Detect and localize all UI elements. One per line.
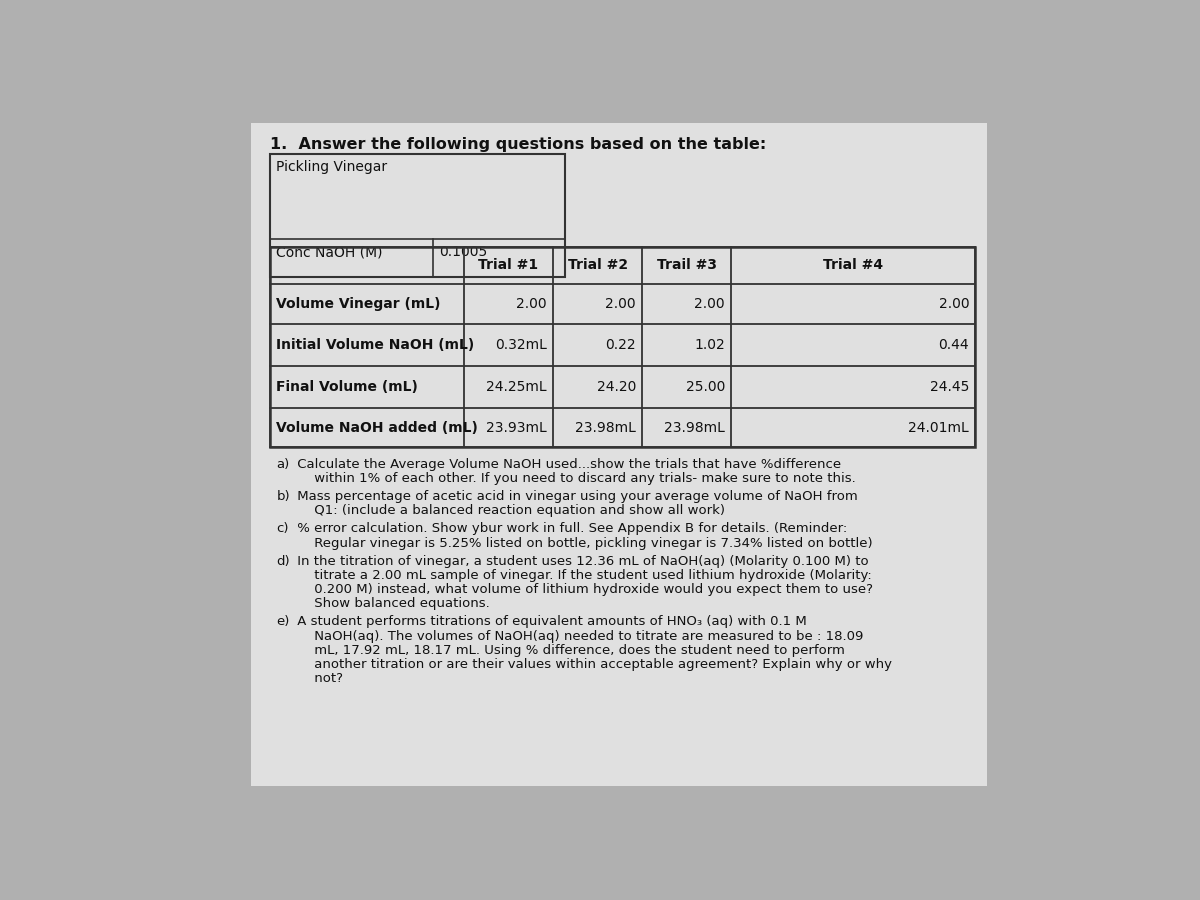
Text: e): e) xyxy=(276,616,289,628)
Text: 1.  Answer the following questions based on the table:: 1. Answer the following questions based … xyxy=(270,138,767,152)
Text: Volume NaOH added (mL): Volume NaOH added (mL) xyxy=(276,420,478,435)
Text: % error calculation. Show ybur work in full. See Appendix B for details. (Remind: % error calculation. Show ybur work in f… xyxy=(293,522,847,536)
Text: Initial Volume NaOH (mL): Initial Volume NaOH (mL) xyxy=(276,338,474,352)
Text: 23.98mL: 23.98mL xyxy=(664,420,725,435)
Text: not?: not? xyxy=(293,672,343,686)
Text: 24.25mL: 24.25mL xyxy=(486,380,547,394)
Text: 2.00: 2.00 xyxy=(605,297,636,310)
Text: 24.20: 24.20 xyxy=(596,380,636,394)
Text: Show balanced equations.: Show balanced equations. xyxy=(293,598,490,610)
Text: 0.1005: 0.1005 xyxy=(439,245,487,259)
Text: b): b) xyxy=(276,490,290,503)
Text: a): a) xyxy=(276,457,289,471)
Text: Trial #1: Trial #1 xyxy=(479,258,539,272)
Text: A student performs titrations of equivalent amounts of HNO₃ (aq) with 0.1 M: A student performs titrations of equival… xyxy=(293,616,808,628)
Text: Conc NaOH (M): Conc NaOH (M) xyxy=(276,245,383,259)
Text: 25.00: 25.00 xyxy=(685,380,725,394)
Text: another titration or are their values within acceptable agreement? Explain why o: another titration or are their values wi… xyxy=(293,658,893,671)
Text: 0.44: 0.44 xyxy=(938,338,970,352)
Text: 24.45: 24.45 xyxy=(930,380,970,394)
Text: NaOH(aq). The volumes of NaOH(aq) needed to titrate are measured to be : 18.09: NaOH(aq). The volumes of NaOH(aq) needed… xyxy=(293,630,864,643)
Text: Trial #2: Trial #2 xyxy=(568,258,628,272)
Text: Final Volume (mL): Final Volume (mL) xyxy=(276,380,419,394)
Text: 24.01mL: 24.01mL xyxy=(908,420,970,435)
Text: 0.32mL: 0.32mL xyxy=(494,338,547,352)
Text: 0.22: 0.22 xyxy=(605,338,636,352)
Text: 23.98mL: 23.98mL xyxy=(575,420,636,435)
Bar xyxy=(270,154,565,277)
Bar xyxy=(251,123,986,786)
Text: titrate a 2.00 mL sample of vinegar. If the student used lithium hydroxide (Mola: titrate a 2.00 mL sample of vinegar. If … xyxy=(293,569,872,581)
Text: Regular vinegar is 5.25% listed on bottle, pickling vinegar is 7.34% listed on b: Regular vinegar is 5.25% listed on bottl… xyxy=(293,536,874,550)
Text: 2.00: 2.00 xyxy=(695,297,725,310)
Text: Trial #4: Trial #4 xyxy=(823,258,883,272)
Text: Mass percentage of acetic acid in vinegar using your average volume of NaOH from: Mass percentage of acetic acid in vinega… xyxy=(293,490,858,503)
Text: 0.200 M) instead, what volume of lithium hydroxide would you expect them to use?: 0.200 M) instead, what volume of lithium… xyxy=(293,583,874,596)
Text: c): c) xyxy=(276,522,289,536)
Text: Trail #3: Trail #3 xyxy=(656,258,716,272)
Text: within 1% of each other. If you need to discard any trials- make sure to note th: within 1% of each other. If you need to … xyxy=(293,472,856,485)
Text: d): d) xyxy=(276,554,290,568)
Text: Calculate the Average Volume NaOH used...show the trials that have %difference: Calculate the Average Volume NaOH used..… xyxy=(293,457,841,471)
Text: 2.00: 2.00 xyxy=(938,297,970,310)
Text: 2.00: 2.00 xyxy=(516,297,547,310)
Text: Pickling Vinegar: Pickling Vinegar xyxy=(276,160,388,175)
Text: 1.02: 1.02 xyxy=(695,338,725,352)
Text: Q1: (include a balanced reaction equation and show all work): Q1: (include a balanced reaction equatio… xyxy=(293,504,725,518)
Text: 23.93mL: 23.93mL xyxy=(486,420,547,435)
Bar xyxy=(270,247,976,446)
Text: In the titration of vinegar, a student uses 12.36 mL of NaOH(aq) (Molarity 0.100: In the titration of vinegar, a student u… xyxy=(293,554,869,568)
Text: Volume Vinegar (mL): Volume Vinegar (mL) xyxy=(276,297,440,310)
Text: mL, 17.92 mL, 18.17 mL. Using % difference, does the student need to perform: mL, 17.92 mL, 18.17 mL. Using % differen… xyxy=(293,644,845,657)
